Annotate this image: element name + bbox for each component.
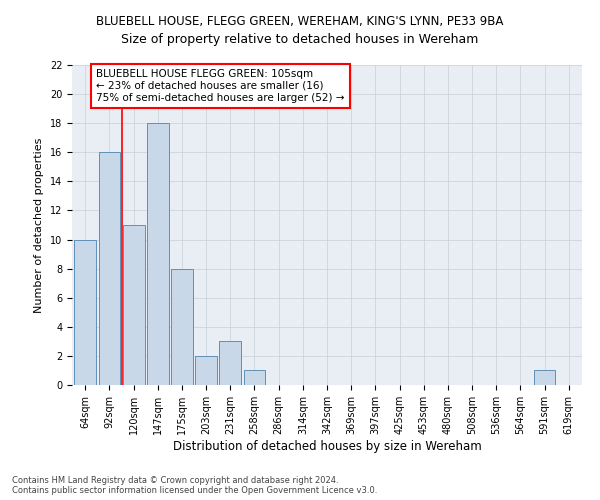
Bar	[74, 240, 96, 385]
Text: BLUEBELL HOUSE FLEGG GREEN: 105sqm
← 23% of detached houses are smaller (16)
75%: BLUEBELL HOUSE FLEGG GREEN: 105sqm ← 23%…	[96, 70, 344, 102]
Text: Contains HM Land Registry data © Crown copyright and database right 2024.
Contai: Contains HM Land Registry data © Crown c…	[12, 476, 377, 495]
Bar	[171, 268, 193, 385]
Text: BLUEBELL HOUSE, FLEGG GREEN, WEREHAM, KING'S LYNN, PE33 9BA: BLUEBELL HOUSE, FLEGG GREEN, WEREHAM, KI…	[97, 15, 503, 28]
Bar	[98, 152, 121, 385]
Bar	[220, 342, 241, 385]
Bar	[533, 370, 556, 385]
Bar	[147, 123, 169, 385]
Text: Size of property relative to detached houses in Wereham: Size of property relative to detached ho…	[121, 32, 479, 46]
Bar	[244, 370, 265, 385]
X-axis label: Distribution of detached houses by size in Wereham: Distribution of detached houses by size …	[173, 440, 481, 452]
Bar	[195, 356, 217, 385]
Y-axis label: Number of detached properties: Number of detached properties	[34, 138, 44, 312]
Bar	[123, 225, 145, 385]
